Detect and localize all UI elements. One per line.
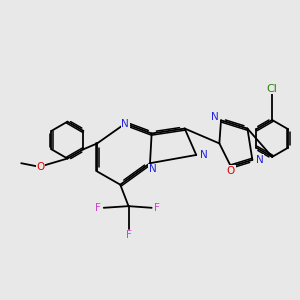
Text: F: F bbox=[95, 203, 101, 213]
Text: O: O bbox=[227, 166, 235, 176]
Text: N: N bbox=[149, 164, 157, 174]
Text: N: N bbox=[256, 155, 264, 165]
Text: Cl: Cl bbox=[267, 83, 278, 94]
Text: N: N bbox=[122, 118, 129, 129]
Text: N: N bbox=[200, 150, 208, 160]
Text: F: F bbox=[154, 203, 160, 213]
Text: O: O bbox=[36, 161, 44, 172]
Text: N: N bbox=[211, 112, 219, 122]
Text: F: F bbox=[126, 230, 131, 240]
